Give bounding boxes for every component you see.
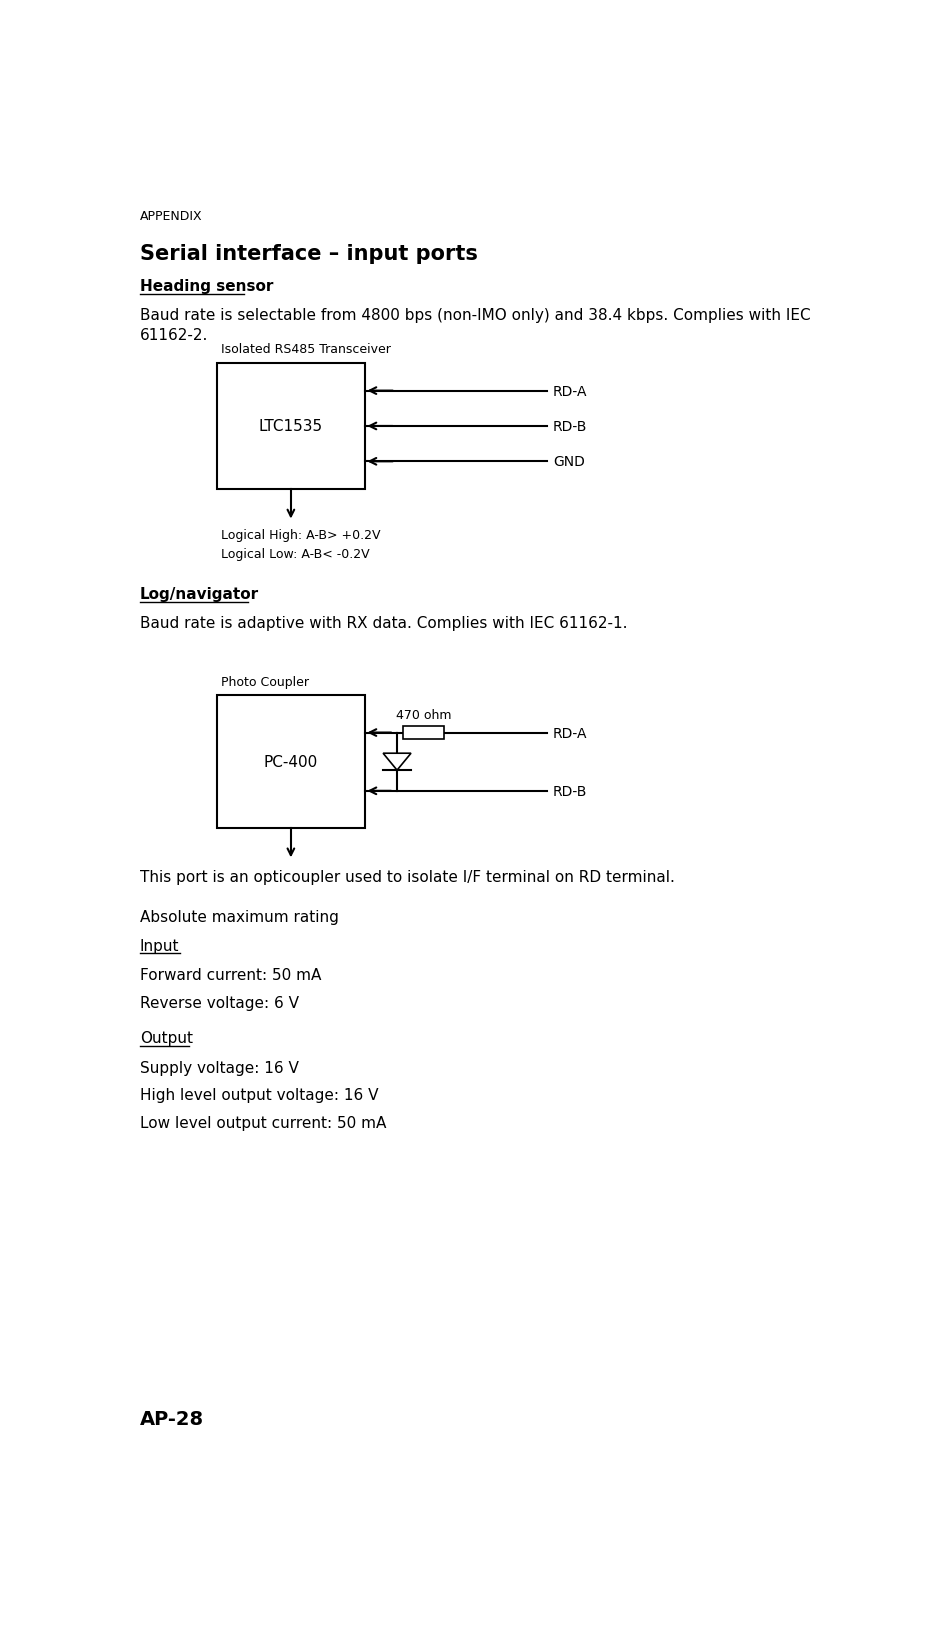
Text: Serial interface – input ports: Serial interface – input ports (140, 243, 477, 263)
Text: Input: Input (140, 938, 179, 953)
Text: Isolated RS485 Transceiver: Isolated RS485 Transceiver (221, 343, 391, 356)
Text: Baud rate is adaptive with RX data. Complies with IEC 61162-1.: Baud rate is adaptive with RX data. Comp… (140, 615, 627, 632)
Text: RD-B: RD-B (553, 785, 587, 798)
Text: Logical High: A-B> +0.2V: Logical High: A-B> +0.2V (221, 529, 380, 542)
Text: Heading sensor: Heading sensor (140, 279, 273, 294)
Text: Absolute maximum rating: Absolute maximum rating (140, 909, 338, 924)
Text: RD-A: RD-A (553, 726, 587, 739)
Text: Forward current: 50 mA: Forward current: 50 mA (140, 968, 322, 982)
Text: Logical Low: A-B< -0.2V: Logical Low: A-B< -0.2V (221, 547, 370, 560)
Text: This port is an opticoupler used to isolate I/F terminal on RD terminal.: This port is an opticoupler used to isol… (140, 870, 675, 885)
Text: PC-400: PC-400 (264, 754, 318, 770)
Text: APPENDIX: APPENDIX (140, 209, 202, 222)
Text: High level output voltage: 16 V: High level output voltage: 16 V (140, 1087, 378, 1103)
Text: Reverse voltage: 6 V: Reverse voltage: 6 V (140, 996, 299, 1010)
Text: GND: GND (553, 455, 584, 468)
Text: AP-28: AP-28 (140, 1408, 204, 1428)
Text: Photo Coupler: Photo Coupler (221, 676, 309, 689)
Bar (217, 695, 364, 829)
Text: RD-A: RD-A (553, 385, 587, 398)
Text: Supply voltage: 16 V: Supply voltage: 16 V (140, 1061, 298, 1075)
Text: Baud rate is selectable from 4800 bps (non-IMO only) and 38.4 kbps. Complies wit: Baud rate is selectable from 4800 bps (n… (140, 308, 811, 343)
Bar (404, 726, 444, 739)
Text: Low level output current: 50 mA: Low level output current: 50 mA (140, 1115, 386, 1131)
Polygon shape (383, 754, 411, 770)
Text: RD-B: RD-B (553, 419, 587, 434)
Text: 470 ohm: 470 ohm (396, 708, 451, 721)
Bar (217, 364, 364, 490)
Text: LTC1535: LTC1535 (259, 419, 322, 434)
Text: Output: Output (140, 1031, 193, 1046)
Text: Log/navigator: Log/navigator (140, 588, 259, 602)
